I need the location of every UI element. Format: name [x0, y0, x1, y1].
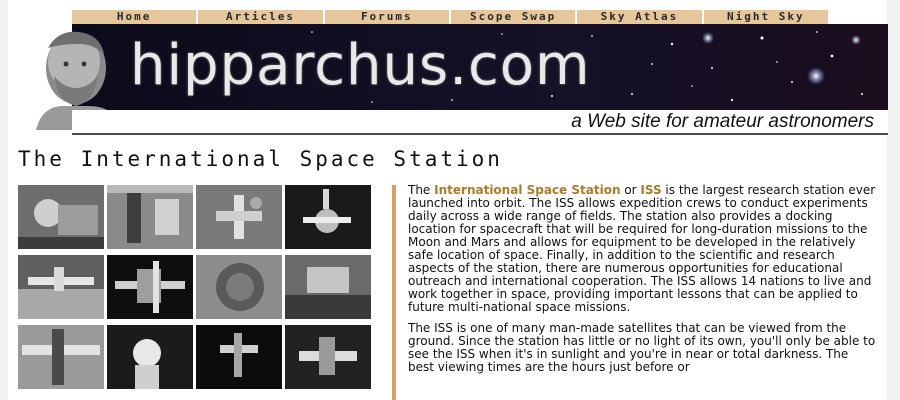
gallery-thumb-9[interactable] [18, 325, 104, 389]
gallery-thumb-8[interactable] [285, 255, 371, 319]
gallery-thumb-7[interactable] [196, 255, 282, 319]
page-title: The International Space Station [18, 147, 503, 171]
nav-scope-swap[interactable]: Scope Swap [451, 10, 578, 24]
gallery-thumb-5[interactable] [18, 255, 104, 319]
photo-gallery [18, 185, 372, 389]
gallery-thumb-2[interactable] [107, 185, 193, 249]
page-right-margin [886, 0, 900, 400]
top-navigation: Home Articles Forums Scope Swap Sky Atla… [72, 10, 828, 24]
article-text: is the largest research station ever lau… [408, 183, 876, 314]
nav-night-sky[interactable]: Night Sky [727, 10, 805, 23]
article-text: The [408, 183, 435, 197]
article-text: or [620, 183, 641, 197]
gallery-thumb-6[interactable] [107, 255, 193, 319]
article-paragraph-2: The ISS is one of many man-made satellit… [408, 321, 876, 374]
tagline-bar: a Web site for amateur astronomers [72, 110, 888, 134]
nav-home[interactable]: Home [72, 10, 199, 24]
gallery-thumb-12[interactable] [285, 325, 371, 389]
nav-forums[interactable]: Forums [325, 10, 451, 24]
starfield-image [72, 24, 888, 110]
banner-divider [72, 133, 888, 135]
nav-sky-atlas[interactable]: Sky Atlas [577, 10, 704, 24]
gallery-thumb-11[interactable] [196, 325, 282, 389]
nav-articles[interactable]: Articles [198, 10, 325, 24]
iss-abbrev-link[interactable]: ISS [640, 183, 662, 197]
page-left-margin [0, 0, 8, 400]
content-divider [392, 185, 396, 400]
site-tagline: a Web site for amateur astronomers [571, 111, 874, 132]
gallery-thumb-4[interactable] [285, 185, 371, 249]
site-banner: hipparchus.com [72, 24, 888, 110]
article-body: The International Space Station or ISS i… [408, 184, 878, 382]
site-logo-text[interactable]: hipparchus.com [130, 33, 591, 98]
gallery-thumb-10[interactable] [107, 325, 193, 389]
iss-full-name-link[interactable]: International Space Station [434, 183, 621, 197]
gallery-thumb-1[interactable] [18, 185, 104, 249]
article-paragraph-1: The International Space Station or ISS i… [408, 184, 878, 314]
gallery-thumb-3[interactable] [196, 185, 282, 249]
